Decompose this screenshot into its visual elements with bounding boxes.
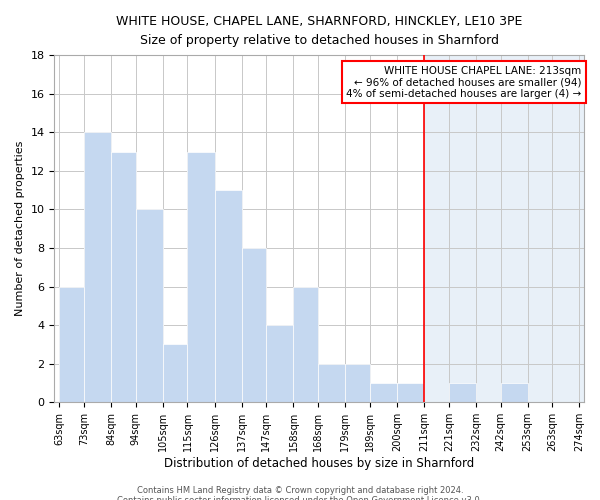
Bar	[215, 190, 242, 402]
Bar	[242, 248, 266, 402]
Bar	[345, 364, 370, 403]
Bar	[136, 210, 163, 402]
Text: Contains public sector information licensed under the Open Government Licence v3: Contains public sector information licen…	[118, 496, 482, 500]
Bar	[266, 325, 293, 402]
Y-axis label: Number of detached properties: Number of detached properties	[15, 141, 25, 316]
Bar	[84, 132, 111, 402]
Bar	[59, 286, 84, 403]
Bar	[293, 286, 318, 403]
Text: WHITE HOUSE CHAPEL LANE: 213sqm
← 96% of detached houses are smaller (94)
4% of : WHITE HOUSE CHAPEL LANE: 213sqm ← 96% of…	[346, 66, 581, 98]
Bar	[187, 152, 215, 402]
Bar	[370, 383, 397, 402]
Bar	[424, 55, 584, 403]
Bar	[397, 383, 424, 402]
Bar	[500, 383, 527, 402]
X-axis label: Distribution of detached houses by size in Sharnford: Distribution of detached houses by size …	[164, 457, 475, 470]
Bar	[318, 364, 345, 403]
Bar	[449, 383, 476, 402]
Text: Contains HM Land Registry data © Crown copyright and database right 2024.: Contains HM Land Registry data © Crown c…	[137, 486, 463, 495]
Bar	[163, 344, 187, 403]
Title: WHITE HOUSE, CHAPEL LANE, SHARNFORD, HINCKLEY, LE10 3PE
Size of property relativ: WHITE HOUSE, CHAPEL LANE, SHARNFORD, HIN…	[116, 15, 523, 47]
Bar	[111, 152, 136, 402]
